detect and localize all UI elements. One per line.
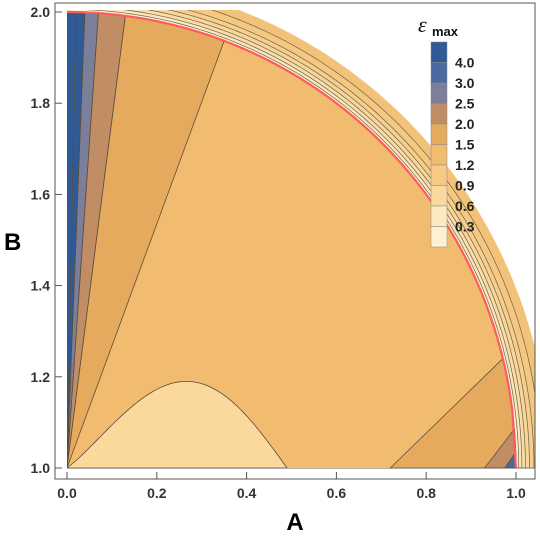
legend-swatch-4 [430,123,448,145]
legend-label-8: 0.3 [455,219,475,235]
legend-swatch-0 [430,41,448,63]
y-axis-title: B [4,229,21,256]
x-tick-label-5: 1.0 [506,485,526,501]
legend-label-6: 0.9 [455,178,475,194]
legend-swatch-7 [430,185,448,207]
y-tick-label-1: 1.2 [31,369,51,385]
legend-label-1: 3.0 [455,75,475,91]
legend-label-3: 2.0 [455,116,475,132]
y-tick-label-5: 2.0 [31,4,51,20]
y-tick-label-3: 1.6 [31,186,51,202]
axis-ticks: 0.0 0.2 0.4 0.6 0.8 1.0 1.0 1.2 1.4 1.6 1.8 2.0 [31,4,526,501]
legend-swatch-6 [430,164,448,186]
legend-label-7: 0.6 [455,198,475,214]
x-tick-label-4: 0.8 [416,485,436,501]
x-tick-label-2: 0.4 [237,485,257,501]
legend-label-0: 4.0 [455,55,475,71]
x-axis-title: A [286,509,303,536]
legend-label-5: 1.2 [455,157,475,173]
plot-area [67,10,535,469]
x-tick-label-0: 0.0 [57,485,77,501]
legend-swatch-8 [430,205,448,227]
x-tick-label-3: 0.6 [327,485,347,501]
legend-swatch-9 [430,226,448,248]
legend-swatch-5 [430,144,448,166]
legend-swatch-2 [430,82,448,104]
plot-frame [54,2,536,480]
legend-label-4: 1.5 [455,137,475,153]
legend-swatch-1 [430,62,448,84]
y-tick-label-2: 1.4 [31,278,51,294]
x-tick-label-1: 0.2 [147,485,167,501]
y-tick-label-0: 1.0 [31,460,51,476]
legend-title: ε [418,12,427,37]
legend: ε max 4.0 3.0 2.5 2.0 1.5 1.2 0.9 0.6 0.3 [418,12,475,248]
legend-label-2: 2.5 [455,96,475,112]
inner-lobe [67,380,288,469]
legend-subscript: max [432,24,459,39]
y-tick-label-4: 1.8 [31,95,51,111]
legend-swatch-3 [430,103,448,125]
